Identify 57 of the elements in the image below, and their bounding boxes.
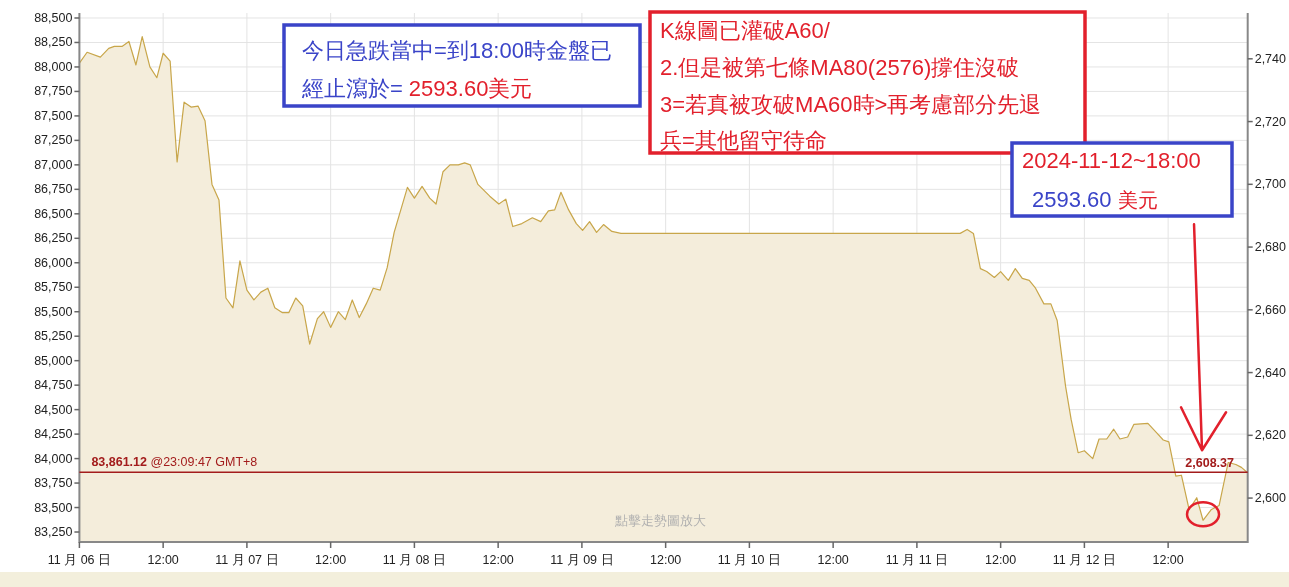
y-tick-label: 88,500: [34, 10, 73, 25]
annotation: K線圖已灌破A60/: [660, 18, 831, 43]
annotation: 美元: [1117, 189, 1158, 211]
x-tick-label: 11 月 12 日: [1052, 553, 1117, 567]
annotation: 2593.60美元: [408, 76, 533, 101]
x-tick-label: 11 月 09 日: [550, 553, 614, 567]
x-tick-label: 11 月 10 日: [717, 553, 782, 567]
y2-tick-label: 2,700: [1254, 177, 1287, 192]
y-tick-label: 87,500: [34, 108, 73, 123]
y-tick-label: 87,250: [34, 133, 73, 148]
annotation: 2,608.37: [1185, 456, 1235, 470]
x-tick-label: 11 月 07 日: [215, 553, 279, 567]
y-tick-label: 84,500: [34, 402, 73, 417]
x-tick-label: 11 月 08 日: [382, 553, 447, 567]
annotation: 3=若真被攻破MA60時>再考慮部分先退: [660, 92, 1042, 117]
x-tick-label: 11 月 11 日: [885, 553, 949, 567]
annotation: 2.但是被第七條MA80(2576)撐住沒破: [660, 55, 1020, 80]
y2-tick-label: 2,740: [1254, 51, 1287, 66]
x-tick-label: 12:00: [482, 553, 514, 567]
y-tick-label: 84,750: [34, 378, 73, 393]
y-tick-label: 83,750: [34, 476, 73, 491]
x-tick-label: 12:00: [315, 553, 347, 567]
y2-tick-label: 2,600: [1254, 491, 1287, 506]
y2-tick-label: 2,640: [1254, 365, 1287, 380]
x-tick-label: 12:00: [1152, 553, 1184, 567]
y-tick-label: 86,750: [34, 182, 73, 197]
y-tick-label: 86,000: [34, 255, 73, 270]
x-tick-label: 12:00: [650, 553, 682, 567]
y2-tick-label: 2,660: [1254, 302, 1287, 317]
y-tick-label: 85,500: [34, 304, 73, 319]
annotation: 兵=其他留守待命: [660, 128, 827, 153]
y2-tick-label: 2,680: [1254, 240, 1287, 255]
annotation: 今日急跌當中=到18:00時金盤已: [302, 38, 612, 63]
x-tick-label: 12:00: [817, 553, 849, 567]
y-tick-label: 85,750: [34, 280, 73, 295]
y-tick-label: 87,000: [34, 157, 73, 172]
annotation: 點擊走勢圖放大: [613, 513, 706, 528]
y-tick-label: 85,000: [34, 353, 73, 368]
ref-line-label: 83,861.12 @23:09:47 GMT+8: [91, 455, 258, 470]
y-tick-label: 86,500: [34, 206, 73, 221]
annotation: 2593.60: [1032, 187, 1112, 212]
x-tick-label: 12:00: [147, 553, 179, 567]
y-tick-label: 84,250: [34, 427, 73, 442]
y-tick-label: 88,000: [34, 59, 73, 74]
y-tick-label: 85,250: [34, 329, 73, 344]
annotation: 2024-11-12~18:00: [1022, 148, 1201, 173]
y-tick-label: 86,250: [34, 231, 73, 246]
y2-tick-label: 2,620: [1254, 428, 1287, 443]
annotation: 經止瀉於=: [301, 76, 403, 101]
x-tick-label: 11 月 06 日: [47, 553, 112, 567]
y-tick-label: 83,250: [34, 525, 73, 540]
y-tick-label: 84,000: [34, 451, 73, 466]
y2-tick-label: 2,720: [1254, 114, 1287, 129]
y-tick-label: 83,500: [34, 500, 73, 515]
x-tick-label: 12:00: [985, 553, 1017, 567]
y-tick-label: 87,750: [34, 84, 73, 99]
y-tick-label: 88,250: [34, 35, 73, 50]
